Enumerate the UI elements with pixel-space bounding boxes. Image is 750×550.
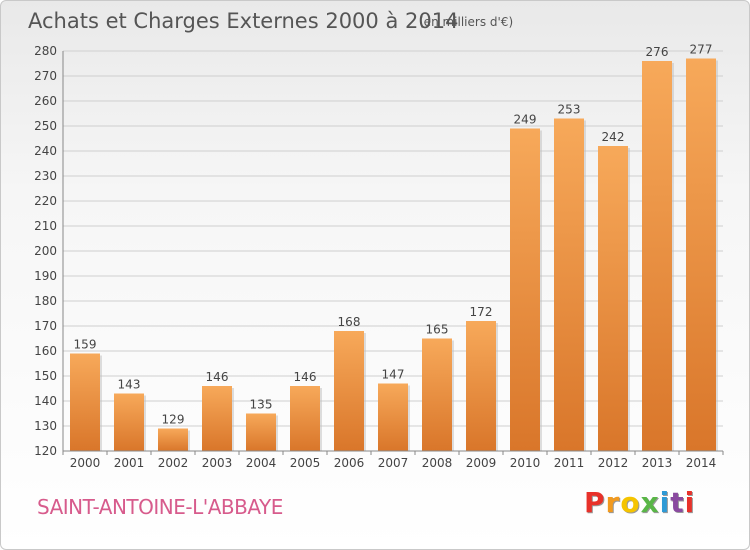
proxiti-logo: Proxiti: [584, 486, 695, 519]
bar-value-label: 172: [470, 305, 493, 319]
bar: [334, 331, 364, 451]
x-tick-label: 2008: [422, 456, 453, 470]
bar-value-label: 165: [426, 323, 449, 337]
bar: [70, 353, 100, 451]
x-tick-label: 2007: [378, 456, 409, 470]
x-tick-label: 2004: [246, 456, 277, 470]
bar-value-label: 168: [338, 315, 361, 329]
bar-value-label: 242: [602, 130, 625, 144]
y-tick-label: 240: [34, 144, 57, 158]
bar: [686, 58, 716, 451]
bars-group: [70, 58, 718, 451]
x-tick-label: 2014: [686, 456, 717, 470]
bar-value-label: 129: [162, 413, 185, 427]
bar-value-label: 159: [74, 338, 97, 352]
y-tick-label: 230: [34, 169, 57, 183]
x-tick-label: 2010: [510, 456, 541, 470]
axes: [62, 51, 724, 455]
bar: [202, 386, 232, 451]
y-tick-label: 270: [34, 69, 57, 83]
x-tick-label: 2002: [158, 456, 189, 470]
x-tick-label: 2012: [598, 456, 629, 470]
logo-letter: r: [605, 486, 621, 519]
bar-value-label: 143: [118, 378, 141, 392]
commune-name: SAINT-ANTOINE-L'ABBAYE: [37, 495, 283, 519]
y-tick-label: 280: [34, 44, 57, 58]
chart-unit: (en milliers d'€): [419, 15, 514, 29]
y-tick-label: 260: [34, 94, 57, 108]
bar: [642, 61, 672, 451]
logo-letter: i: [684, 486, 696, 519]
y-tick-label: 180: [34, 294, 57, 308]
y-tick-label: 140: [34, 394, 57, 408]
x-tick-label: 2011: [554, 456, 585, 470]
bar: [158, 428, 188, 451]
bar: [554, 118, 584, 451]
bar: [510, 128, 540, 451]
value-labels: 159 143 129 146 135 146 168 147 165 172 249 253 242 2…: [74, 43, 713, 427]
y-tick-label: 200: [34, 244, 57, 258]
bar-value-label: 146: [294, 370, 317, 384]
bar: [246, 413, 276, 451]
x-tick-label: 2013: [642, 456, 673, 470]
y-tick-label: 250: [34, 119, 57, 133]
y-tick-label: 160: [34, 344, 57, 358]
x-tick-label: 2006: [334, 456, 365, 470]
y-tick-label: 190: [34, 269, 57, 283]
bar-value-label: 146: [206, 370, 229, 384]
bar-value-label: 135: [250, 398, 273, 412]
x-tick-labels: 2000 2001 2002 2003 2004 2005 2006 2007 2008 2009…: [70, 456, 717, 470]
y-tick-label: 120: [34, 444, 57, 458]
bar: [466, 321, 496, 451]
logo-letter: i: [659, 486, 671, 519]
logo-letter: P: [584, 486, 606, 519]
bar-value-label: 277: [690, 43, 713, 57]
x-tick-label: 2005: [290, 456, 321, 470]
y-tick-labels: 120 130 140 150 160 170 180 190 200 210 220 230 240 2…: [34, 44, 57, 458]
logo-letter: t: [670, 486, 685, 519]
y-tick-label: 150: [34, 369, 57, 383]
y-tick-label: 130: [34, 419, 57, 433]
x-tick-label: 2001: [114, 456, 145, 470]
chart-title: Achats et Charges Externes 2000 à 2014: [28, 9, 459, 33]
y-tick-label: 170: [34, 319, 57, 333]
x-tick-label: 2003: [202, 456, 233, 470]
y-tick-label: 210: [34, 219, 57, 233]
bar-value-label: 253: [558, 103, 581, 117]
y-tick-label: 220: [34, 194, 57, 208]
bar: [114, 393, 144, 451]
logo-letter: x: [640, 486, 660, 519]
logo-letter: o: [620, 486, 641, 519]
bar-value-label: 147: [382, 368, 405, 382]
x-tick-label: 2009: [466, 456, 497, 470]
x-tick-label: 2000: [70, 456, 101, 470]
bar: [422, 338, 452, 451]
bar-value-label: 249: [514, 113, 537, 127]
bar-value-label: 276: [646, 45, 669, 59]
bar: [378, 383, 408, 451]
bar: [290, 386, 320, 451]
bar: [598, 146, 628, 451]
